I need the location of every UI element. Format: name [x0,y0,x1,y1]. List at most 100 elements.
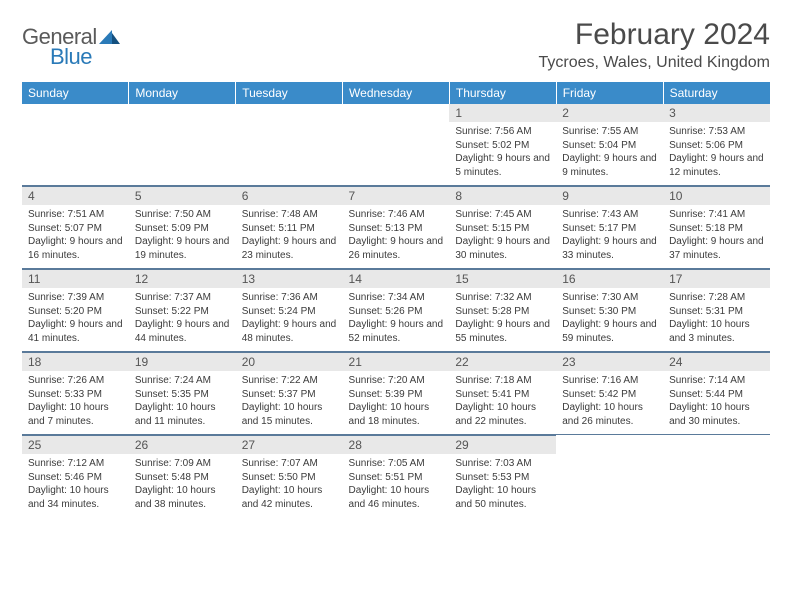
daylight-line: Daylight: 9 hours and 30 minutes. [455,235,550,262]
sunrise-line: Sunrise: 7:53 AM [669,125,764,139]
day-info: Sunrise: 7:28 AMSunset: 5:31 PMDaylight:… [663,288,770,351]
day-info: Sunrise: 7:24 AMSunset: 5:35 PMDaylight:… [129,371,236,434]
sunset-line: Sunset: 5:04 PM [562,139,657,153]
daylight-line: Daylight: 9 hours and 12 minutes. [669,152,764,179]
day-info: Sunrise: 7:14 AMSunset: 5:44 PMDaylight:… [663,371,770,434]
daylight-line: Daylight: 9 hours and 59 minutes. [562,318,657,345]
calendar-day: 1Sunrise: 7:56 AMSunset: 5:02 PMDaylight… [449,104,556,186]
calendar-day: 7Sunrise: 7:46 AMSunset: 5:13 PMDaylight… [343,186,450,269]
calendar-row: 1Sunrise: 7:56 AMSunset: 5:02 PMDaylight… [22,104,770,186]
day-info: Sunrise: 7:03 AMSunset: 5:53 PMDaylight:… [449,454,556,517]
calendar-day: 20 Sunrise: 7:22 AMSunset: 5:37 PMDayligh… [236,352,343,435]
daylight-line: Daylight: 10 hours and 22 minutes. [455,401,550,428]
calendar-day: 27Sunrise: 7:07 AMSunset: 5:50 PMDayligh… [236,435,343,518]
day-number: 11 [22,269,129,288]
day-info: Sunrise: 7:05 AMSunset: 5:51 PMDaylight:… [343,454,450,517]
calendar-day: 29Sunrise: 7:03 AMSunset: 5:53 PMDayligh… [449,435,556,518]
calendar-day: 26Sunrise: 7:09 AMSunset: 5:48 PMDayligh… [129,435,236,518]
weekday-header: Thursday [449,82,556,104]
sunset-line: Sunset: 5:15 PM [455,222,550,236]
day-number: 4 [22,186,129,205]
day-info: Sunrise: 7:46 AMSunset: 5:13 PMDaylight:… [343,205,450,268]
sunrise-line: Sunrise: 7:20 AM [349,374,444,388]
daylight-line: Daylight: 9 hours and 37 minutes. [669,235,764,262]
daylight-line: Daylight: 10 hours and 3 minutes. [669,318,764,345]
daylight-line: Daylight: 9 hours and 52 minutes. [349,318,444,345]
header: GeneralBlue February 2024 Tycroes, Wales… [22,18,770,72]
day-number: 1 [449,104,556,122]
calendar-day: 24Sunrise: 7:14 AMSunset: 5:44 PMDayligh… [663,352,770,435]
daylight-line: Daylight: 9 hours and 33 minutes. [562,235,657,262]
calendar-empty [556,435,663,518]
day-number: 14 [343,269,450,288]
day-info: Sunrise: 7:45 AMSunset: 5:15 PMDaylight:… [449,205,556,268]
day-number: 26 [129,435,236,454]
day-number: 2 [556,104,663,122]
brand-mark-icon [99,29,121,50]
calendar-row: 11Sunrise: 7:39 AMSunset: 5:20 PMDayligh… [22,269,770,352]
day-number: 10 [663,186,770,205]
daylight-line: Daylight: 10 hours and 15 minutes. [242,401,337,428]
sunrise-line: Sunrise: 7:30 AM [562,291,657,305]
daylight-line: Daylight: 9 hours and 26 minutes. [349,235,444,262]
calendar-day: 25Sunrise: 7:12 AMSunset: 5:46 PMDayligh… [22,435,129,518]
weekday-header: Sunday [22,82,129,104]
calendar-empty [343,104,450,186]
location-label: Tycroes, Wales, United Kingdom [539,54,771,72]
calendar-empty [129,104,236,186]
calendar-empty [663,435,770,518]
sunset-line: Sunset: 5:13 PM [349,222,444,236]
day-info: Sunrise: 7:41 AMSunset: 5:18 PMDaylight:… [663,205,770,268]
calendar-empty [22,104,129,186]
sunrise-line: Sunrise: 7:32 AM [455,291,550,305]
calendar-day: 17Sunrise: 7:28 AMSunset: 5:31 PMDayligh… [663,269,770,352]
weekday-header: Saturday [663,82,770,104]
calendar-day: 11Sunrise: 7:39 AMSunset: 5:20 PMDayligh… [22,269,129,352]
calendar-day: 18Sunrise: 7:26 AMSunset: 5:33 PMDayligh… [22,352,129,435]
day-number: 20 [236,352,343,371]
sunset-line: Sunset: 5:33 PM [28,388,123,402]
sunrise-line: Sunrise: 7:26 AM [28,374,123,388]
sunset-line: Sunset: 5:20 PM [28,305,123,319]
brand-logo: GeneralBlue [22,24,121,70]
day-number: 21 [343,352,450,371]
day-info: Sunrise: 7:36 AMSunset: 5:24 PMDaylight:… [236,288,343,351]
calendar-day: 28Sunrise: 7:05 AMSunset: 5:51 PMDayligh… [343,435,450,518]
calendar-day: 5Sunrise: 7:50 AMSunset: 5:09 PMDaylight… [129,186,236,269]
sunset-line: Sunset: 5:09 PM [135,222,230,236]
sunrise-line: Sunrise: 7:18 AM [455,374,550,388]
sunrise-line: Sunrise: 7:48 AM [242,208,337,222]
weekday-header: Wednesday [343,82,450,104]
sunrise-line: Sunrise: 7:22 AM [242,374,337,388]
day-number: 9 [556,186,663,205]
daylight-line: Daylight: 9 hours and 23 minutes. [242,235,337,262]
day-number: 24 [663,352,770,371]
sunrise-line: Sunrise: 7:05 AM [349,457,444,471]
sunrise-line: Sunrise: 7:12 AM [28,457,123,471]
sunset-line: Sunset: 5:22 PM [135,305,230,319]
daylight-line: Daylight: 9 hours and 16 minutes. [28,235,123,262]
day-number: 25 [22,435,129,454]
sunrise-line: Sunrise: 7:46 AM [349,208,444,222]
daylight-line: Daylight: 10 hours and 38 minutes. [135,484,230,511]
daylight-line: Daylight: 10 hours and 11 minutes. [135,401,230,428]
calendar-table: SundayMondayTuesdayWednesdayThursdayFrid… [22,82,770,517]
sunrise-line: Sunrise: 7:43 AM [562,208,657,222]
sunset-line: Sunset: 5:37 PM [242,388,337,402]
sunset-line: Sunset: 5:50 PM [242,471,337,485]
day-info: Sunrise: 7:43 AMSunset: 5:17 PMDaylight:… [556,205,663,268]
day-number: 23 [556,352,663,371]
sunrise-line: Sunrise: 7:41 AM [669,208,764,222]
calendar-day: 9Sunrise: 7:43 AMSunset: 5:17 PMDaylight… [556,186,663,269]
daylight-line: Daylight: 10 hours and 30 minutes. [669,401,764,428]
calendar-day: 13Sunrise: 7:36 AMSunset: 5:24 PMDayligh… [236,269,343,352]
day-info: Sunrise: 7:07 AMSunset: 5:50 PMDaylight:… [236,454,343,517]
day-info: Sunrise: 7:37 AMSunset: 5:22 PMDaylight:… [129,288,236,351]
calendar-row: 18Sunrise: 7:26 AMSunset: 5:33 PMDayligh… [22,352,770,435]
sunset-line: Sunset: 5:53 PM [455,471,550,485]
sunset-line: Sunset: 5:17 PM [562,222,657,236]
sunrise-line: Sunrise: 7:50 AM [135,208,230,222]
sunrise-line: Sunrise: 7:37 AM [135,291,230,305]
sunrise-line: Sunrise: 7:34 AM [349,291,444,305]
calendar-day: 2Sunrise: 7:55 AMSunset: 5:04 PMDaylight… [556,104,663,186]
